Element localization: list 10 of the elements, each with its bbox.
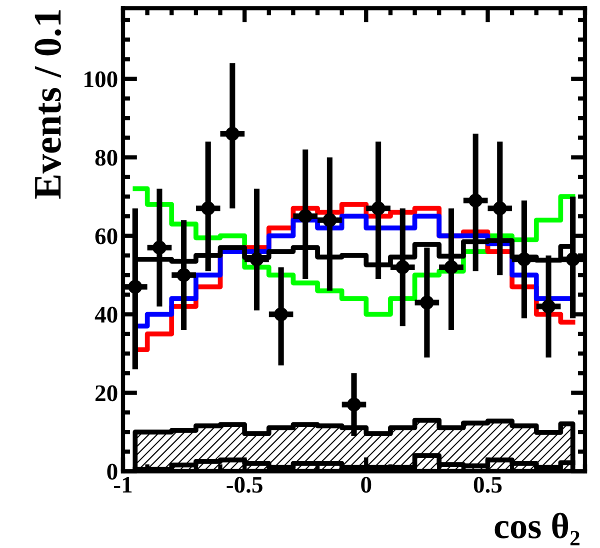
- x-axis-title: cos θ₂: [494, 512, 580, 546]
- y-tick-label: 40: [94, 306, 118, 323]
- x-tick-label: 0.5: [474, 476, 502, 493]
- y-tick-label: 100: [84, 71, 118, 88]
- x-tick-label: -0.5: [226, 476, 262, 493]
- x-tick-label: 0: [361, 476, 372, 493]
- y-tick-label: 20: [96, 385, 118, 402]
- y-axis-title: Events / 0.1: [34, 10, 62, 199]
- y-tick-label: 60: [95, 228, 118, 244]
- y-tick-label: 80: [95, 150, 118, 166]
